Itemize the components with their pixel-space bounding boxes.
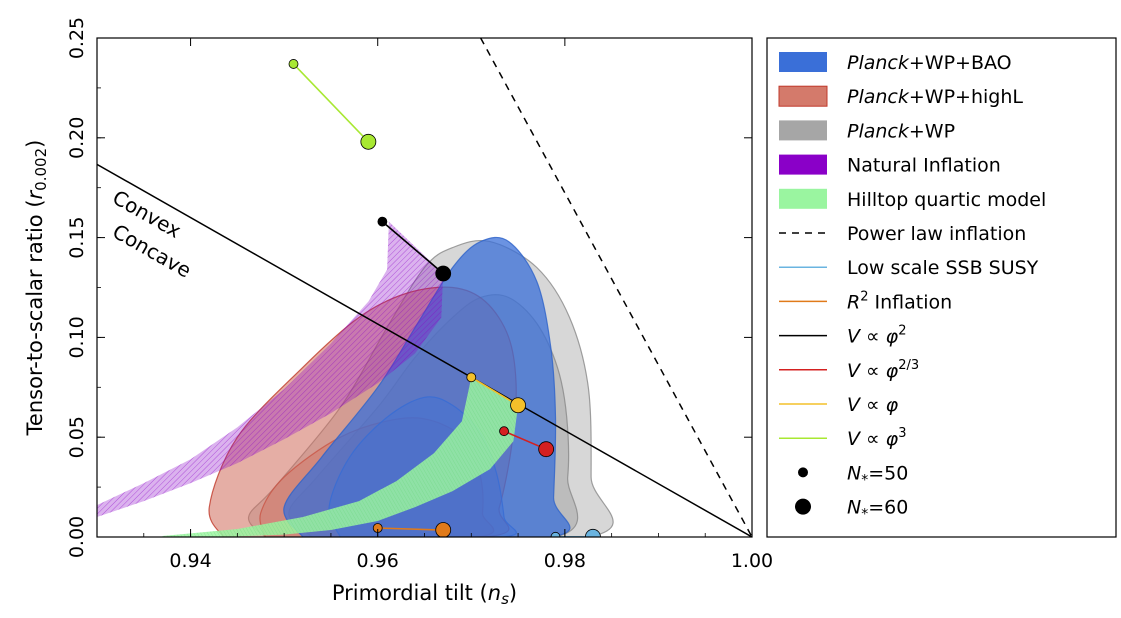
legend-label: N*=60 bbox=[847, 497, 908, 523]
series-3-point-n60 bbox=[538, 441, 555, 458]
series-2-segment bbox=[381, 221, 444, 275]
y-tick-label: 0.00 bbox=[66, 516, 88, 558]
series-5-point-n60 bbox=[360, 133, 377, 150]
legend-swatch bbox=[779, 120, 827, 141]
convex-concave-boundary-line bbox=[97, 163, 752, 537]
legend-label: V ∝ φ2 bbox=[847, 324, 906, 348]
x-tick-label: 0.96 bbox=[357, 550, 399, 572]
legend-label: Planck+WP bbox=[847, 120, 955, 142]
legend-swatch bbox=[778, 85, 828, 107]
series-1-point-n60 bbox=[435, 522, 452, 537]
legend: Planck+WP+BAO Planck+WP+highL Planck+WP Nat… bbox=[766, 37, 1117, 538]
legend-frame bbox=[766, 37, 1117, 538]
legend-swatch bbox=[779, 52, 827, 72]
series-5-segment bbox=[292, 63, 369, 143]
legend-label: R2 Inflation bbox=[847, 289, 952, 313]
power-law-inflation-line bbox=[479, 38, 752, 537]
y-axis-title: Tensor-to-scalar ratio (r0.002) bbox=[23, 140, 50, 437]
series-4-point-n50 bbox=[466, 372, 477, 383]
x-tick-label: 0.98 bbox=[544, 550, 586, 572]
legend-swatch bbox=[798, 467, 808, 478]
x-tick-label: 0.94 bbox=[169, 550, 211, 572]
legend-swatch bbox=[779, 188, 827, 209]
legend-swatch bbox=[795, 498, 811, 515]
legend-label: V ∝ φ2/3 bbox=[847, 358, 919, 382]
planck-wp-bao-contour-68 bbox=[283, 236, 571, 537]
series-4-point-n60 bbox=[510, 397, 526, 414]
natural-inflation-band bbox=[97, 221, 444, 517]
y-tick-label: 0.05 bbox=[66, 416, 88, 458]
x-axis-title: Primordial tilt (ns) bbox=[332, 581, 517, 608]
legend-label: Planck+WP+BAO bbox=[847, 52, 1012, 74]
series-3-point-n50 bbox=[499, 426, 509, 437]
series-2-point-n60 bbox=[435, 265, 452, 282]
series-4-segment bbox=[470, 376, 519, 406]
x-tick-label: 1.00 bbox=[731, 550, 773, 572]
legend-label: Power law inflation bbox=[847, 223, 1026, 245]
legend-label: V ∝ φ3 bbox=[847, 426, 906, 450]
y-tick-label: 0.15 bbox=[66, 216, 88, 258]
series-1-segment bbox=[377, 527, 444, 531]
legend-label: Planck+WP+highL bbox=[847, 86, 1023, 108]
legend-label: Low scale SSB SUSY bbox=[847, 257, 1039, 279]
legend-swatch bbox=[779, 154, 827, 175]
hilltop-quartic-band bbox=[162, 377, 519, 537]
y-tick-label: 0.10 bbox=[66, 316, 88, 358]
y-tick-label: 0.25 bbox=[66, 17, 88, 59]
series-2-point-n50 bbox=[377, 216, 388, 227]
y-tick-label: 0.20 bbox=[66, 117, 88, 159]
series-5-point-n50 bbox=[288, 59, 299, 69]
legend-label: Hilltop quartic model bbox=[847, 189, 1046, 211]
axes: 0.94 0.96 0.98 1.00 0.00 0.05 0.10 0.15 0.20 0.25… bbox=[23, 17, 773, 608]
legend-label: V ∝ φ bbox=[847, 394, 899, 416]
legend-label: N*=50 bbox=[847, 462, 908, 488]
legend-label: Natural Inflation bbox=[847, 155, 1001, 177]
